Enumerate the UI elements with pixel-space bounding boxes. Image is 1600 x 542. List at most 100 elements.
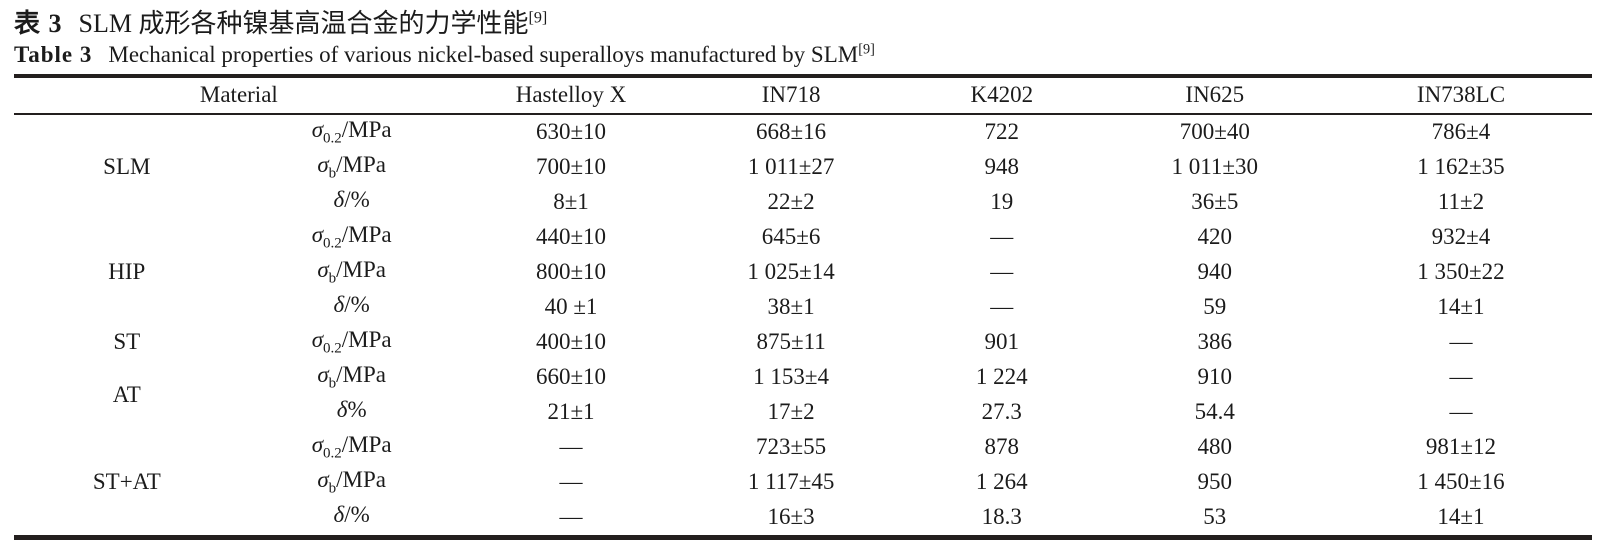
value-cell: 901 xyxy=(984,329,1020,355)
value-cell: — xyxy=(1449,364,1473,390)
property-unit: % xyxy=(347,396,367,422)
property-symbol: δ xyxy=(336,396,348,422)
caption-en-label: Table 3 xyxy=(14,42,93,68)
value-cell: 22±2 xyxy=(767,189,815,215)
property-label: δ% xyxy=(240,395,464,430)
value-cell: 17±2 xyxy=(767,399,815,425)
property-unit: /MPa xyxy=(336,151,387,177)
caption-zh-title: SLM 成形各种镍基高温合金的力学性能 xyxy=(78,9,529,38)
value-cell: 400±10 xyxy=(535,329,607,355)
property-unit: /% xyxy=(344,291,370,317)
table-row: ST+AT σ0.2/MPa — 723±55 878 480 981±12 xyxy=(14,430,1592,494)
value-cell: 940 xyxy=(1197,259,1233,285)
value-cell: 386 xyxy=(1197,329,1233,355)
group-label-st-at: ST+AT xyxy=(92,469,161,495)
value-cell: — xyxy=(990,224,1014,250)
value-cell: 932±4 xyxy=(1431,224,1491,250)
table-row: σb/MPa 800±10 1 025±14 — 940 1 350±22 xyxy=(14,255,1592,290)
property-label: δ/% xyxy=(240,500,464,538)
value-cell: 722 xyxy=(984,119,1020,145)
value-cell: 660±10 xyxy=(535,364,607,390)
property-symbol: σ xyxy=(317,151,329,177)
value-cell: 480 xyxy=(1197,434,1233,460)
group-label-slm: SLM xyxy=(103,154,151,180)
property-unit: /MPa xyxy=(336,256,387,282)
property-subscript: b xyxy=(328,375,337,392)
table-row: δ/% 40 ±1 38±1 — 59 14±1 xyxy=(14,290,1592,325)
header-material: Material xyxy=(14,75,464,115)
property-unit: /MPa xyxy=(341,326,392,352)
property-unit: /MPa xyxy=(336,466,387,492)
value-cell: 668±16 xyxy=(756,119,827,145)
caption-zh-reference: [9] xyxy=(528,9,548,27)
property-symbol: δ xyxy=(333,501,345,527)
property-subscript: b xyxy=(328,165,337,182)
value-cell: — xyxy=(1449,329,1473,355)
property-symbol: σ xyxy=(311,431,324,457)
value-cell: — xyxy=(990,259,1014,285)
property-symbol: σ xyxy=(317,361,329,387)
property-unit: /MPa xyxy=(341,431,392,457)
value-cell: 875±11 xyxy=(756,329,826,355)
value-cell: 14±1 xyxy=(1437,504,1485,530)
value-cell: 18.3 xyxy=(981,504,1022,530)
value-cell: 1 011±27 xyxy=(747,154,835,180)
property-symbol: δ xyxy=(333,186,345,212)
value-cell: 16±3 xyxy=(767,504,815,530)
value-cell: 1 264 xyxy=(975,469,1028,495)
value-cell: 800±10 xyxy=(535,259,607,285)
caption-en: Table 3 Mechanical properties of various … xyxy=(14,42,1600,68)
value-cell: 40 ±1 xyxy=(544,294,598,320)
value-cell: — xyxy=(559,434,583,460)
value-cell: 700±10 xyxy=(535,154,607,180)
property-unit: /% xyxy=(344,186,370,212)
property-label: σ0.2/MPa xyxy=(240,325,464,360)
property-unit: /% xyxy=(344,501,370,527)
property-label: δ/% xyxy=(240,290,464,325)
property-symbol: σ xyxy=(317,466,329,492)
value-cell: 948 xyxy=(984,154,1020,180)
caption-en-reference: [9] xyxy=(858,41,875,58)
table-caption: 表 3 SLM 成形各种镍基高温合金的力学性能[9] Table 3 Mechani… xyxy=(0,0,1600,69)
table-row: σb/MPa — 1 117±45 1 264 950 1 450±16 xyxy=(14,465,1592,500)
group-label-hip: HIP xyxy=(108,259,146,285)
value-cell: 1 011±30 xyxy=(1171,154,1259,180)
value-cell: 1 025±14 xyxy=(747,259,835,285)
property-label: σb/MPa xyxy=(240,255,464,290)
property-label: δ/% xyxy=(240,185,464,220)
property-label: σb/MPa xyxy=(240,465,464,500)
property-symbol: σ xyxy=(311,326,324,352)
table-row: AT σb/MPa 660±10 1 153±4 1 224 910 — xyxy=(14,360,1592,407)
table-row: δ% 21±1 17±2 27.3 54.4 — xyxy=(14,395,1592,430)
header-hastelloy-x: Hastelloy X xyxy=(463,75,679,115)
property-subscript: 0.2 xyxy=(323,340,342,357)
group-label-at: AT xyxy=(112,381,141,407)
value-cell: 440±10 xyxy=(535,224,607,250)
table-row: δ/% 8±1 22±2 19 36±5 11±2 xyxy=(14,185,1592,220)
value-cell: 630±10 xyxy=(535,119,607,145)
table-row: σb/MPa 700±10 1 011±27 948 1 011±30 1 16… xyxy=(14,150,1592,185)
value-cell: 1 162±35 xyxy=(1417,154,1505,180)
value-cell: 1 450±16 xyxy=(1417,469,1505,495)
value-cell: 878 xyxy=(984,434,1020,460)
value-cell: — xyxy=(559,469,583,495)
property-unit: /MPa xyxy=(341,116,392,142)
table-row: δ/% — 16±3 18.3 53 14±1 xyxy=(14,500,1592,538)
value-cell: 36±5 xyxy=(1191,189,1239,215)
property-symbol: σ xyxy=(311,221,324,247)
caption-en-title: Mechanical properties of various nickel-… xyxy=(108,42,859,68)
value-cell: 786±4 xyxy=(1431,119,1491,145)
property-subscript: 0.2 xyxy=(323,130,342,147)
value-cell: 645±6 xyxy=(761,224,821,250)
property-label: σb/MPa xyxy=(240,150,464,185)
value-cell: 21±1 xyxy=(547,399,595,425)
value-cell: 910 xyxy=(1197,364,1233,390)
caption-zh-label: 表 3 xyxy=(14,9,63,38)
value-cell: 54.4 xyxy=(1194,399,1235,425)
header-in738lc: IN738LC xyxy=(1329,75,1592,115)
property-label: σ0.2/MPa xyxy=(240,220,464,255)
property-symbol: δ xyxy=(333,291,345,317)
value-cell: 11±2 xyxy=(1437,189,1485,215)
value-cell: 14±1 xyxy=(1437,294,1485,320)
property-symbol: σ xyxy=(311,116,324,142)
